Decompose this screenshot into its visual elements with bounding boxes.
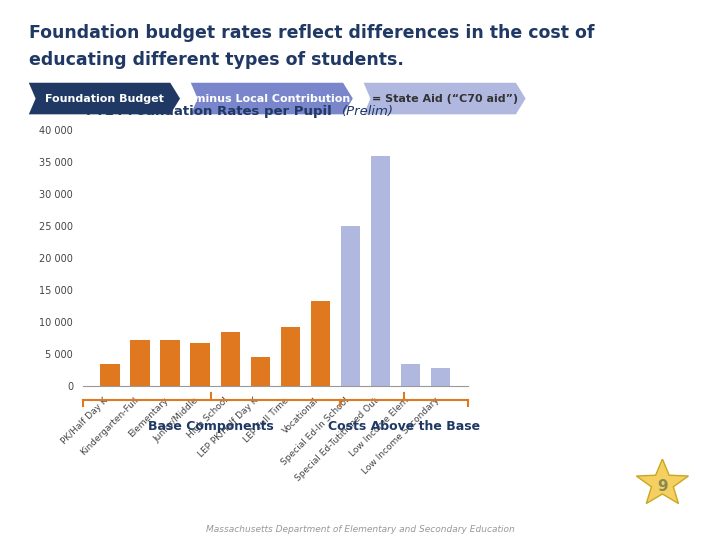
Polygon shape bbox=[191, 83, 353, 114]
Text: FY14 Foundation Rates per Pupil: FY14 Foundation Rates per Pupil bbox=[86, 105, 336, 118]
Bar bbox=[371, 156, 390, 386]
Text: Base Components: Base Components bbox=[148, 420, 274, 433]
Text: educating different types of students.: educating different types of students. bbox=[29, 51, 404, 69]
Bar bbox=[401, 363, 420, 386]
Text: Massachusetts Department of Elementary and Secondary Education: Massachusetts Department of Elementary a… bbox=[206, 524, 514, 534]
Polygon shape bbox=[29, 83, 180, 114]
Text: minus Local Contribution: minus Local Contribution bbox=[194, 93, 350, 104]
Bar bbox=[161, 340, 180, 386]
Text: Foundation budget rates reflect differences in the cost of: Foundation budget rates reflect differen… bbox=[29, 24, 594, 42]
Bar bbox=[311, 301, 330, 386]
Text: (Prelim): (Prelim) bbox=[341, 105, 394, 118]
Bar bbox=[281, 327, 300, 386]
Polygon shape bbox=[364, 83, 526, 114]
Bar bbox=[130, 340, 150, 386]
Text: = State Aid (“C70 aid”): = State Aid (“C70 aid”) bbox=[372, 93, 518, 104]
Bar bbox=[100, 363, 120, 386]
Bar bbox=[191, 343, 210, 386]
Polygon shape bbox=[636, 459, 688, 503]
Bar bbox=[251, 357, 270, 386]
Bar bbox=[431, 368, 451, 386]
Bar bbox=[341, 226, 360, 386]
Text: 9: 9 bbox=[657, 479, 667, 494]
Bar bbox=[220, 332, 240, 386]
Text: The Governor’s FY14 budget
proposes to increase the out of
district special educ: The Governor’s FY14 budget proposes to i… bbox=[475, 243, 695, 316]
Text: Costs Above the Base: Costs Above the Base bbox=[328, 420, 480, 433]
Text: Foundation Budget: Foundation Budget bbox=[45, 93, 164, 104]
